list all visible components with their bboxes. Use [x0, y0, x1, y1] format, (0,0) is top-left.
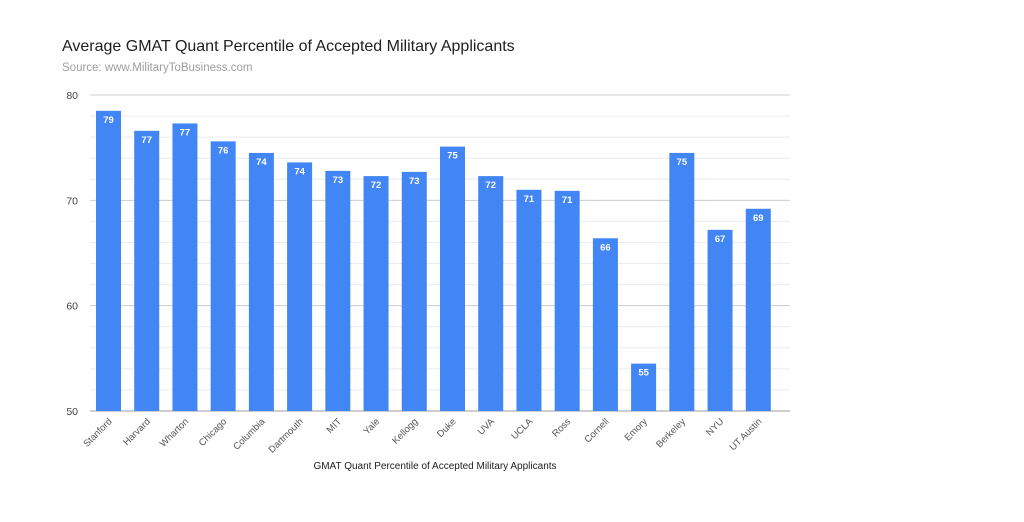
- x-axis-ticks: Stanford Harvard Wharton Chicago Columbia Dar…: [81, 416, 764, 456]
- x-tick-label: Harvard: [121, 416, 153, 448]
- data-label: 75: [447, 151, 458, 162]
- data-label: 72: [371, 180, 382, 191]
- x-tick-label: MIT: [325, 416, 344, 435]
- x-tick-label: Berkeley: [654, 416, 688, 450]
- data-label: 73: [409, 176, 420, 187]
- data-labels: 79 77 77 76 74 74 73 72 73 75 72 71 71 66 55 75 67 69: [103, 115, 763, 379]
- data-label: 79: [103, 115, 114, 126]
- x-tick-label: Dartmouth: [267, 416, 306, 455]
- data-label: 69: [753, 213, 764, 224]
- x-tick-label: Columbia: [231, 416, 268, 453]
- bar: [440, 146, 465, 411]
- bar: [669, 152, 695, 411]
- chart-subtitle: Source: www.MilitaryToBusiness.com: [62, 62, 253, 74]
- bar: [134, 130, 160, 411]
- data-label: 76: [218, 145, 229, 156]
- chart-title: Average GMAT Quant Percentile of Accepte…: [62, 38, 515, 55]
- data-label: 72: [485, 180, 496, 191]
- y-tick-label: 60: [66, 301, 78, 313]
- bar: [325, 170, 351, 411]
- x-tick-label: Wharton: [158, 416, 191, 449]
- data-label: 74: [256, 157, 267, 168]
- bar: [631, 363, 657, 411]
- bar: [96, 110, 121, 412]
- data-label: 77: [180, 127, 191, 138]
- data-label: 71: [562, 195, 573, 206]
- data-label: 77: [141, 135, 152, 146]
- x-tick-label: Stanford: [81, 416, 114, 449]
- y-tick-label: 80: [66, 90, 78, 102]
- data-label: 67: [715, 234, 726, 245]
- bar: [592, 238, 618, 411]
- x-tick-label: Duke: [435, 416, 458, 439]
- x-tick-label: Emory: [623, 416, 650, 443]
- x-tick-label: UCLA: [509, 416, 535, 442]
- y-axis-ticks: 50 60 70 80: [66, 90, 78, 418]
- bar: [287, 162, 313, 411]
- data-label: 73: [333, 175, 344, 186]
- bar: [172, 123, 198, 411]
- bar: [745, 208, 771, 411]
- bar: [554, 190, 580, 411]
- x-tick-label: Chicago: [197, 416, 229, 448]
- bar: [248, 152, 274, 411]
- data-label: 66: [600, 242, 611, 253]
- x-axis-label: GMAT Quant Percentile of Accepted Milita…: [313, 461, 557, 472]
- bar: [401, 171, 427, 411]
- bar: [516, 189, 542, 411]
- x-tick-label: UT Austin: [728, 416, 765, 453]
- bars: [96, 110, 771, 412]
- bar: [478, 176, 504, 411]
- x-tick-label: Kellogg: [390, 416, 420, 446]
- bar: [210, 141, 236, 411]
- y-tick-label: 70: [66, 195, 78, 207]
- x-tick-label: UVA: [476, 416, 498, 438]
- bar: [363, 176, 389, 411]
- x-tick-label: Ross: [550, 416, 573, 439]
- x-tick-label: Yale: [361, 416, 382, 437]
- bar: [707, 229, 733, 411]
- x-tick-label: NYU: [704, 416, 726, 438]
- x-tick-label: Cornell: [582, 416, 611, 445]
- data-label: 55: [638, 368, 649, 379]
- y-tick-label: 50: [66, 406, 78, 418]
- data-label: 75: [677, 157, 688, 168]
- data-label: 74: [294, 166, 305, 177]
- data-label: 71: [524, 194, 535, 205]
